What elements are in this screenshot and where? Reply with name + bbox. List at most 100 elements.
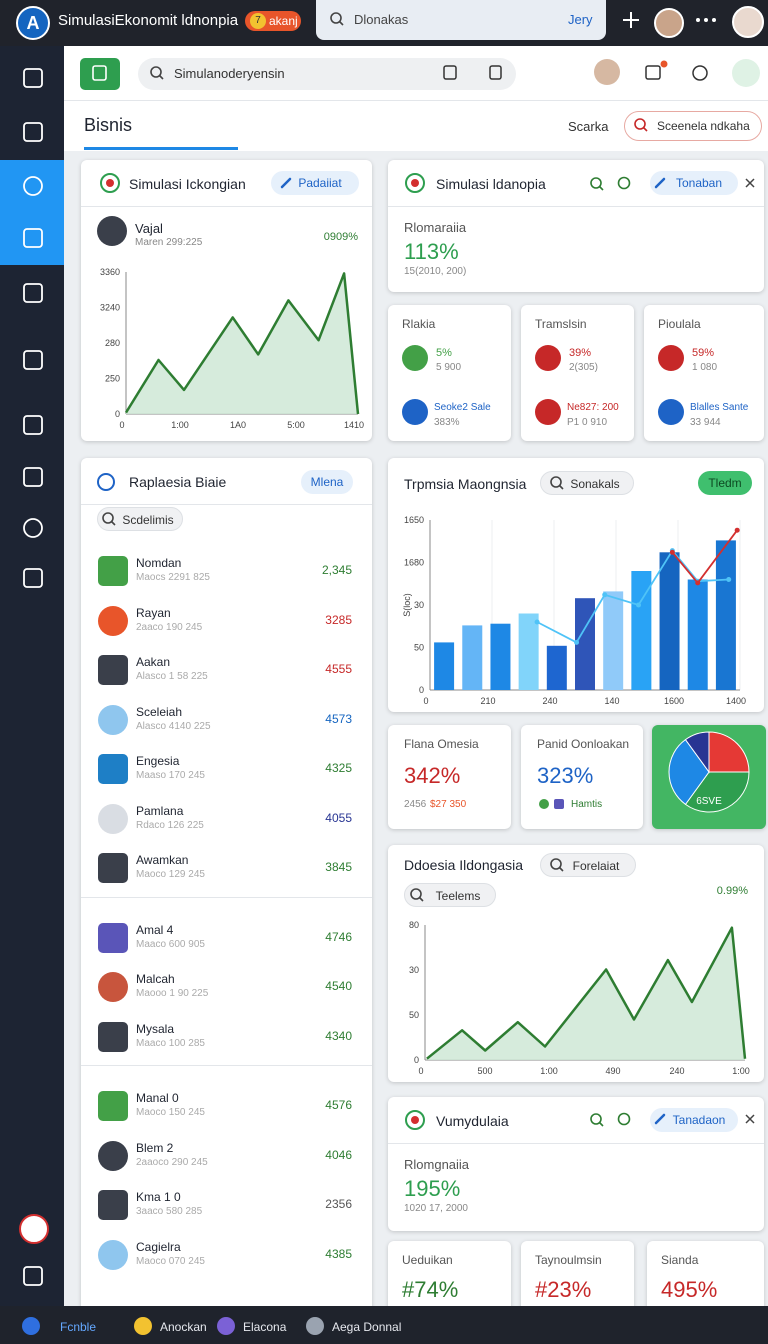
list-item[interactable]: Nomdan Maocs 2291 825 2,345 — [81, 556, 372, 600]
list-search[interactable]: Scdelimis — [97, 507, 183, 531]
stat-sub: Hamtis — [571, 799, 603, 810]
item-sub: 2aaoco 290 245 — [136, 1156, 208, 1168]
bottom-label[interactable]: Aega Donnal — [332, 1320, 402, 1334]
item-name: Cagielra — [136, 1239, 181, 1254]
item-icon — [98, 922, 128, 953]
card-title: Raplaesia Biaie — [129, 474, 227, 490]
item-value: 4576 — [325, 1098, 352, 1112]
summary-card: Vumydulaia Tanadaon Rlomgnaiia 195% 1020… — [388, 1097, 764, 1231]
bottom-label[interactable]: Elacona — [243, 1320, 287, 1334]
row-sub: 2(305) — [569, 362, 598, 373]
app-logo[interactable]: A — [16, 6, 50, 40]
list-item[interactable]: Blem 2 2aaoco 290 245 4046 — [81, 1140, 372, 1185]
avatar[interactable] — [594, 59, 620, 85]
chart-search[interactable]: Sonakals — [540, 471, 634, 495]
list-item[interactable]: Awamkan Maoco 129 245 3845 — [81, 853, 372, 897]
item-icon — [98, 1021, 128, 1052]
sidebar-active[interactable] — [0, 160, 64, 265]
icon — [402, 399, 428, 425]
list-item[interactable]: Mysala Maaco 100 285 4340 — [81, 1021, 372, 1066]
card-button[interactable]: Mlena — [301, 470, 353, 494]
user-name: Vajal — [135, 221, 163, 236]
tab-active[interactable]: Bisnis — [84, 115, 133, 135]
icon — [658, 399, 684, 425]
icon — [535, 345, 561, 371]
bottom-label[interactable]: Anockan — [160, 1320, 207, 1334]
badge[interactable]: 7 akanj — [245, 11, 301, 31]
item-sub: Maocs 2291 825 — [136, 572, 210, 583]
list-item[interactable]: Pamlana Rdaco 126 225 4055 — [81, 803, 372, 848]
tab-search[interactable]: Sceenela ndkaha — [624, 111, 762, 141]
badge-label: akanj — [269, 14, 298, 28]
item-sub: Maooo 1 90 225 — [136, 988, 209, 999]
avatar[interactable] — [732, 6, 764, 38]
bottom-icon[interactable] — [306, 1317, 324, 1335]
stat-sub: 2456 — [404, 799, 427, 810]
small-card-title: Rlakia — [402, 317, 436, 331]
list-item[interactable]: Cagielra Maoco 070 245 4385 — [81, 1239, 372, 1284]
icon — [658, 345, 684, 371]
legend-dot — [539, 799, 549, 809]
metric-label: Rlomgnaiia — [404, 1157, 470, 1172]
row-sub: 5 900 — [436, 362, 462, 373]
card-button[interactable]: Tledm — [698, 471, 752, 495]
avatar[interactable] — [654, 8, 684, 38]
list-item[interactable]: Aakan Alasco 1 58 225 4555 — [81, 655, 372, 699]
list-item[interactable]: Malcah Maooo 1 90 225 4540 — [81, 972, 372, 1016]
sidebar-avatar[interactable] — [19, 1214, 49, 1244]
toolbar-search[interactable]: Simulanoderyensin — [138, 58, 516, 90]
item-sub: 3aaco 580 285 — [136, 1206, 203, 1217]
bottom-label[interactable]: Fcnble — [60, 1320, 97, 1334]
bottom-card-value: #74% — [402, 1277, 459, 1302]
change: 0909% — [323, 231, 358, 243]
item-name: Mysala — [136, 1021, 175, 1036]
card-button[interactable]: Padaiiat — [271, 171, 359, 195]
tab-link[interactable]: Scarka — [568, 119, 609, 134]
bottom-icon[interactable] — [134, 1317, 152, 1335]
item-value: 4385 — [325, 1246, 352, 1261]
card-button[interactable]: Tanadaon — [650, 1108, 738, 1132]
list-item[interactable]: Rayan 2aaco 190 245 3285 — [81, 605, 372, 650]
item-icon — [98, 556, 128, 586]
item-sub: Maaco 600 905 — [136, 938, 205, 950]
small-card: Pioulala 59% 1 080 Blalles Sante 33 944 — [644, 305, 764, 441]
stat-card: Flana Omesia 342% 2456 $27 350 — [388, 725, 511, 829]
item-icon — [98, 1091, 128, 1121]
card-button[interactable]: Tonaban — [650, 171, 738, 195]
status-button[interactable] — [732, 59, 760, 87]
row-value: 39% — [569, 347, 592, 359]
item-name: Kma 1 0 — [136, 1190, 181, 1204]
chart-search[interactable]: Forelaiat — [540, 853, 636, 877]
tab-search-text: Sceenela ndkaha — [657, 119, 750, 133]
item-name: Manal 0 — [136, 1091, 179, 1105]
new-button[interactable] — [80, 58, 120, 90]
list-item[interactable]: Kma 1 0 3aaco 580 285 2356 — [81, 1190, 372, 1234]
divider — [388, 206, 764, 207]
divider — [81, 504, 372, 505]
row-value: Ne827: 200 — [567, 402, 619, 413]
list-item[interactable]: Amal 4 Maaco 600 905 4746 — [81, 922, 372, 967]
card-title: Trpmsia Maongnsia — [404, 476, 527, 492]
bottom-icon[interactable] — [22, 1317, 40, 1335]
item-name: Engesia — [136, 754, 180, 768]
search-box[interactable]: Dlonakas Jery — [316, 0, 606, 40]
trend-card: Simulasi Ickongian Padaiiat Vajal Maren … — [81, 160, 372, 441]
item-value: 4540 — [325, 979, 352, 993]
item-icon — [98, 1140, 128, 1171]
item-icon — [98, 803, 128, 834]
row-value: Blalles Sante — [690, 402, 749, 413]
summary-card: Simulasi ldanopia Tonaban Rlomaraiia 113… — [388, 160, 764, 292]
list-item[interactable]: Sceleiah Alasco 4140 225 4573 — [81, 704, 372, 749]
small-card: Tramslsin 39% 2(305) Ne827: 200 P1 0 910 — [521, 305, 634, 441]
bottom-icon[interactable] — [217, 1317, 235, 1335]
divider — [81, 896, 372, 898]
stat-title: Panid Oonloakan — [537, 737, 630, 751]
item-value: 4325 — [325, 761, 352, 775]
card-title: Ddoesia Ildongasia — [404, 857, 524, 873]
chart-filter[interactable]: Teelems — [404, 883, 496, 907]
card-title: Vumydulaia — [436, 1113, 509, 1129]
bottom-card-value: 495% — [661, 1277, 718, 1302]
list-item[interactable]: Manal 0 Maoco 150 245 4576 — [81, 1091, 372, 1135]
list-item[interactable]: Engesia Maaso 170 245 4325 — [81, 754, 372, 798]
item-value: 2356 — [325, 1197, 352, 1211]
